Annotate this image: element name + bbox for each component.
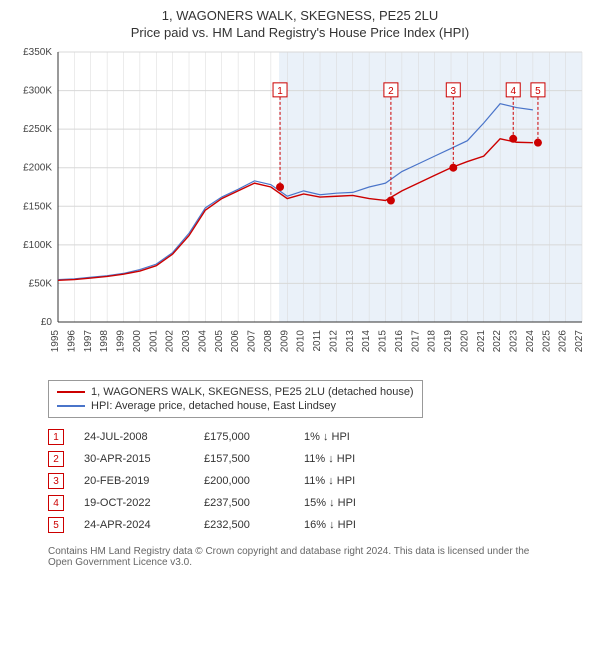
legend-label: 1, WAGONERS WALK, SKEGNESS, PE25 2LU (de… — [91, 386, 414, 398]
title-subtitle: Price paid vs. HM Land Registry's House … — [8, 25, 592, 40]
tx-price: £237,500 — [204, 497, 284, 509]
svg-text:2026: 2026 — [558, 330, 569, 353]
tx-diff: 11% ↓ HPI — [304, 475, 384, 487]
tx-price: £157,500 — [204, 453, 284, 465]
svg-text:3: 3 — [451, 86, 457, 97]
tx-diff: 15% ↓ HPI — [304, 497, 384, 509]
svg-text:4: 4 — [510, 86, 516, 97]
svg-text:2002: 2002 — [165, 330, 176, 353]
svg-text:2007: 2007 — [247, 330, 258, 353]
svg-text:2018: 2018 — [427, 330, 438, 353]
svg-text:2003: 2003 — [181, 330, 192, 353]
svg-text:1995: 1995 — [50, 330, 61, 353]
svg-text:2025: 2025 — [541, 330, 552, 353]
svg-text:2024: 2024 — [525, 330, 536, 353]
price-chart: £0 £50K £100K £150K £200K £250K £300K £350K 1995… — [8, 42, 592, 372]
tx-marker: 1 — [48, 429, 64, 445]
legend-swatch — [57, 391, 85, 393]
tx-diff: 11% ↓ HPI — [304, 453, 384, 465]
svg-text:2006: 2006 — [230, 330, 241, 353]
tx-diff: 1% ↓ HPI — [304, 431, 384, 443]
svg-text:2013: 2013 — [345, 330, 356, 353]
legend-row: 1, WAGONERS WALK, SKEGNESS, PE25 2LU (de… — [57, 385, 414, 399]
tx-date: 24-JUL-2008 — [84, 431, 184, 443]
legend-row: HPI: Average price, detached house, East… — [57, 399, 414, 413]
svg-text:£350K: £350K — [23, 47, 52, 58]
transactions-table: 1 24-JUL-2008 £175,000 1% ↓ HPI 2 30-APR-2015… — [48, 426, 592, 536]
svg-text:5: 5 — [535, 86, 541, 97]
svg-text:2004: 2004 — [197, 330, 208, 353]
tx-price: £175,000 — [204, 431, 284, 443]
svg-text:1998: 1998 — [99, 330, 110, 353]
svg-text:2016: 2016 — [394, 330, 405, 353]
legend: 1, WAGONERS WALK, SKEGNESS, PE25 2LU (de… — [48, 380, 423, 418]
tx-price: £232,500 — [204, 519, 284, 531]
svg-text:2: 2 — [388, 86, 394, 97]
tx-date: 30-APR-2015 — [84, 453, 184, 465]
tx-diff: 16% ↓ HPI — [304, 519, 384, 531]
svg-text:2012: 2012 — [328, 330, 339, 353]
svg-text:2009: 2009 — [279, 330, 290, 353]
svg-text:£50K: £50K — [29, 278, 53, 289]
svg-text:2017: 2017 — [410, 330, 421, 353]
legend-swatch — [57, 405, 85, 407]
tx-price: £200,000 — [204, 475, 284, 487]
svg-text:1996: 1996 — [66, 330, 77, 353]
legend-label: HPI: Average price, detached house, East… — [91, 400, 336, 412]
svg-text:£200K: £200K — [23, 163, 52, 174]
tx-marker: 4 — [48, 495, 64, 511]
svg-text:£150K: £150K — [23, 201, 52, 212]
svg-text:£250K: £250K — [23, 124, 52, 135]
svg-text:2005: 2005 — [214, 330, 225, 353]
table-row: 1 24-JUL-2008 £175,000 1% ↓ HPI — [48, 426, 592, 448]
table-row: 3 20-FEB-2019 £200,000 11% ↓ HPI — [48, 470, 592, 492]
svg-text:£300K: £300K — [23, 86, 52, 97]
table-row: 2 30-APR-2015 £157,500 11% ↓ HPI — [48, 448, 592, 470]
title-address: 1, WAGONERS WALK, SKEGNESS, PE25 2LU — [8, 8, 592, 23]
svg-text:£100K: £100K — [23, 240, 52, 251]
table-row: 4 19-OCT-2022 £237,500 15% ↓ HPI — [48, 492, 592, 514]
attribution-text: Contains HM Land Registry data © Crown c… — [48, 546, 548, 568]
svg-text:2011: 2011 — [312, 330, 323, 352]
svg-text:2020: 2020 — [459, 330, 470, 353]
svg-text:1999: 1999 — [116, 330, 127, 353]
svg-text:2021: 2021 — [476, 330, 487, 353]
tx-marker: 5 — [48, 517, 64, 533]
svg-text:2019: 2019 — [443, 330, 454, 353]
svg-text:2022: 2022 — [492, 330, 503, 353]
tx-date: 19-OCT-2022 — [84, 497, 184, 509]
svg-text:2000: 2000 — [132, 330, 143, 353]
tx-marker: 3 — [48, 473, 64, 489]
svg-text:2001: 2001 — [148, 330, 159, 353]
svg-text:2015: 2015 — [378, 330, 389, 353]
svg-text:£0: £0 — [41, 317, 53, 328]
svg-text:2010: 2010 — [296, 330, 307, 353]
chart-container: £0 £50K £100K £150K £200K £250K £300K £350K 1995… — [8, 42, 592, 372]
svg-text:1: 1 — [277, 86, 283, 97]
svg-text:2008: 2008 — [263, 330, 274, 353]
tx-marker: 2 — [48, 451, 64, 467]
svg-text:2027: 2027 — [574, 330, 585, 353]
svg-text:2023: 2023 — [509, 330, 520, 353]
table-row: 5 24-APR-2024 £232,500 16% ↓ HPI — [48, 514, 592, 536]
svg-text:1997: 1997 — [83, 330, 94, 353]
svg-text:2014: 2014 — [361, 330, 372, 353]
tx-date: 20-FEB-2019 — [84, 475, 184, 487]
tx-date: 24-APR-2024 — [84, 519, 184, 531]
